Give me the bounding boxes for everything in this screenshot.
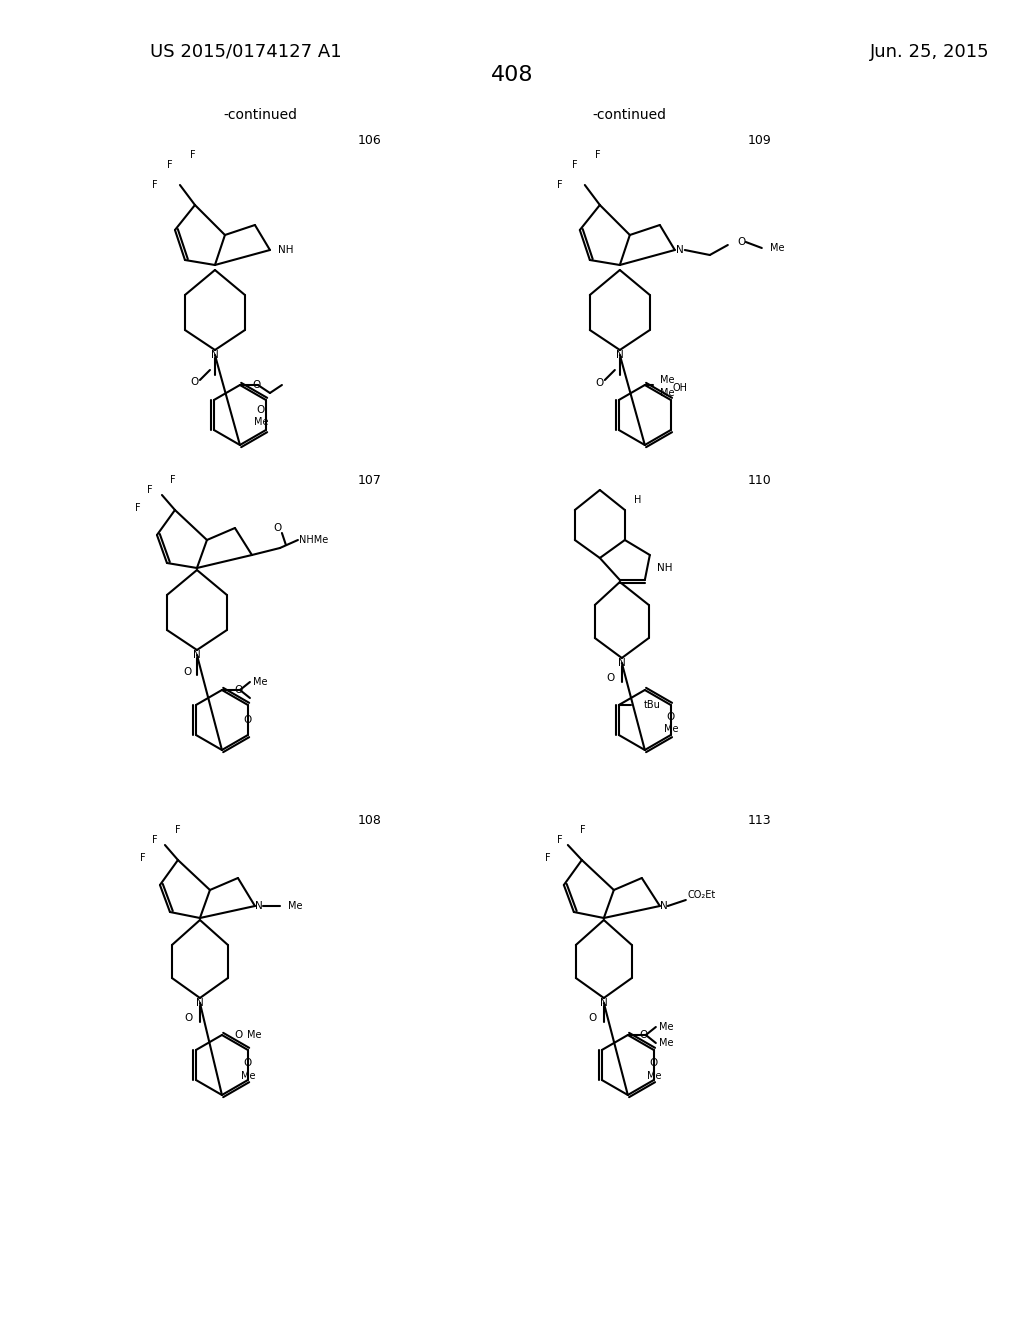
Text: N: N	[617, 657, 626, 668]
Text: Me: Me	[659, 388, 674, 399]
Text: O: O	[273, 523, 282, 533]
Text: F: F	[167, 160, 173, 170]
Text: O: O	[184, 1012, 193, 1023]
Text: -continued: -continued	[593, 108, 667, 121]
Text: O: O	[589, 1012, 597, 1023]
Text: F: F	[147, 484, 153, 495]
Text: O: O	[649, 1059, 658, 1068]
Text: Me: Me	[247, 1030, 261, 1040]
Text: O: O	[183, 667, 191, 677]
Text: F: F	[572, 160, 578, 170]
Text: F: F	[153, 836, 158, 845]
Text: Me: Me	[253, 677, 267, 686]
Text: O: O	[738, 238, 746, 247]
Text: H: H	[634, 495, 641, 506]
Text: O: O	[233, 685, 243, 696]
Text: 107: 107	[358, 474, 382, 487]
Text: O: O	[190, 378, 199, 387]
Text: NHMe: NHMe	[299, 535, 329, 545]
Text: Me: Me	[659, 375, 674, 385]
Text: N: N	[616, 350, 624, 360]
Text: N: N	[211, 350, 219, 360]
Text: F: F	[595, 150, 601, 160]
Text: F: F	[140, 853, 145, 863]
Text: N: N	[196, 998, 204, 1008]
Text: F: F	[170, 475, 176, 484]
Text: O: O	[640, 1030, 648, 1040]
Text: N: N	[600, 998, 607, 1008]
Text: O: O	[252, 380, 260, 389]
Text: 106: 106	[358, 133, 382, 147]
Text: N: N	[659, 902, 668, 911]
Text: O: O	[233, 1030, 243, 1040]
Text: F: F	[175, 825, 181, 836]
Text: 108: 108	[358, 813, 382, 826]
Text: Me: Me	[646, 1071, 662, 1081]
Text: F: F	[545, 853, 551, 863]
Text: OH: OH	[673, 383, 687, 393]
Text: Me: Me	[664, 723, 678, 734]
Text: NH: NH	[278, 246, 294, 255]
Text: N: N	[194, 649, 201, 660]
Text: 109: 109	[748, 133, 772, 147]
Text: tBu: tBu	[644, 700, 660, 710]
Text: F: F	[153, 180, 158, 190]
Text: 110: 110	[748, 474, 772, 487]
Text: Me: Me	[658, 1022, 673, 1032]
Text: -continued: -continued	[223, 108, 297, 121]
Text: CO₂Et: CO₂Et	[688, 890, 716, 900]
Text: 408: 408	[490, 65, 534, 84]
Text: 113: 113	[748, 813, 772, 826]
Text: F: F	[557, 180, 562, 190]
Text: O: O	[667, 711, 675, 722]
Text: N: N	[255, 902, 263, 911]
Text: N: N	[676, 246, 684, 255]
Text: O: O	[596, 378, 604, 388]
Text: Me: Me	[658, 1038, 673, 1048]
Text: Me: Me	[770, 243, 784, 253]
Text: F: F	[580, 825, 586, 836]
Text: Me: Me	[254, 417, 268, 426]
Text: O: O	[244, 1059, 252, 1068]
Text: F: F	[557, 836, 562, 845]
Text: F: F	[190, 150, 196, 160]
Text: F: F	[135, 503, 140, 513]
Text: Me: Me	[288, 902, 302, 911]
Text: US 2015/0174127 A1: US 2015/0174127 A1	[150, 44, 342, 61]
Text: Me: Me	[241, 1071, 255, 1081]
Text: O: O	[257, 405, 265, 414]
Text: Jun. 25, 2015: Jun. 25, 2015	[869, 44, 989, 61]
Text: O: O	[606, 673, 614, 682]
Text: NH: NH	[656, 564, 673, 573]
Text: O: O	[244, 715, 252, 725]
